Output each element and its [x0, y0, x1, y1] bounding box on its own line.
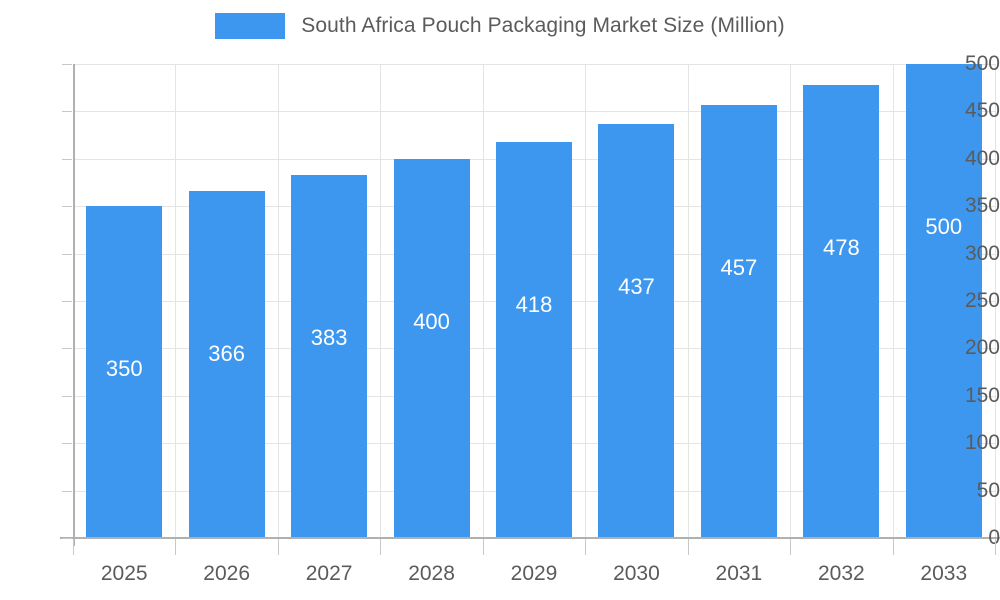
y-axis-tick-mark: [62, 348, 72, 350]
bar-value-label-2032: 478: [822, 234, 860, 260]
y-axis-tick-label: 400: [964, 146, 1000, 170]
gridline-vertical: [175, 64, 176, 538]
x-axis-tick-label-2028: 2028: [408, 562, 455, 585]
y-axis-line: [73, 64, 75, 546]
x-axis-tick-label-2031: 2031: [715, 562, 763, 585]
bar-value-label-2031: 457: [720, 254, 758, 280]
y-axis-tick-label: 250: [964, 289, 1000, 312]
y-axis-tick-label: 200: [964, 336, 1000, 360]
x-axis-tick-mark: [483, 539, 484, 555]
legend-swatch-series-1[interactable]: [215, 13, 286, 39]
bar-value-label-2025: 350: [105, 356, 143, 382]
y-axis-tick-mark: [62, 111, 72, 113]
bar-2033[interactable]: [905, 64, 982, 538]
chart-legend[interactable]: South Africa Pouch Packaging Market Size…: [0, 0, 1000, 52]
x-axis-tick-mark: [585, 539, 586, 555]
x-axis-tick-mark: [278, 539, 279, 555]
gridline-vertical: [380, 64, 381, 538]
y-axis-tick-label: 150: [964, 383, 1000, 407]
bar-2030[interactable]: [598, 123, 675, 538]
y-axis-tick-mark: [62, 538, 72, 539]
y-axis-tick-mark: [62, 253, 72, 255]
x-axis-tick-label-2027: 2027: [305, 562, 353, 585]
y-axis-tick-mark: [62, 443, 72, 445]
gridline-vertical: [893, 64, 894, 538]
y-axis-tick-mark: [62, 301, 72, 302]
y-axis-tick-label: 0: [988, 526, 1000, 549]
legend-label-series-1: South Africa Pouch Packaging Market Size…: [301, 14, 785, 37]
bar-2026[interactable]: [188, 191, 265, 538]
y-axis-tick-mark: [62, 64, 72, 65]
x-axis-tick-label-2032: 2032: [817, 562, 865, 585]
x-axis-tick-mark: [175, 539, 176, 555]
x-axis-tick-label-2030: 2030: [613, 562, 660, 585]
bar-value-label-2028: 400: [413, 308, 450, 334]
x-axis-tick-label-2033: 2033: [920, 562, 968, 585]
x-axis-tick-label-2025: 2025: [100, 562, 148, 585]
gridline-horizontal: [73, 111, 995, 113]
bar-2031[interactable]: [700, 104, 777, 538]
y-axis-tick-mark: [62, 490, 72, 492]
y-axis-tick-label: 50: [976, 478, 1000, 502]
y-axis-tick-mark: [62, 158, 72, 160]
bar-2027[interactable]: [291, 174, 368, 538]
bar-2028[interactable]: [393, 158, 470, 538]
y-axis-tick-mark: [62, 206, 72, 208]
x-axis-tick-mark: [73, 539, 74, 555]
gridline-vertical: [278, 64, 279, 538]
bar-value-label-2029: 418: [515, 291, 553, 317]
bar-value-label-2030: 437: [618, 273, 655, 299]
plot-area: 350 366 383 400 418 437 457 478 500: [73, 64, 996, 539]
y-axis-tick-label: 350: [964, 194, 1000, 218]
gridline-vertical: [790, 64, 791, 538]
bar-2029[interactable]: [496, 141, 572, 538]
y-axis-tick-label: 300: [964, 241, 1000, 265]
gridline-vertical: [688, 64, 689, 538]
x-axis-tick-mark: [380, 539, 381, 555]
bar-value-label-2033: 500: [925, 214, 963, 239]
y-axis-tick-label: 500: [964, 52, 1000, 75]
y-axis-tick-label: 450: [964, 99, 1000, 123]
gridline-vertical: [483, 64, 484, 538]
bar-2032[interactable]: [803, 84, 880, 538]
gridline-vertical: [995, 64, 996, 538]
y-axis-tick-mark: [62, 395, 72, 397]
x-axis-tick-mark: [790, 539, 791, 555]
x-axis-line: [60, 537, 1000, 539]
x-axis-tick-label-2026: 2026: [203, 562, 251, 585]
y-axis-tick-label: 100: [964, 431, 1000, 455]
x-axis-tick-mark: [688, 539, 689, 555]
bar-value-label-2027: 383: [310, 324, 348, 350]
gridline-vertical: [585, 64, 586, 538]
x-axis-tick-mark: [995, 539, 996, 555]
x-axis-tick-label-2029: 2029: [510, 562, 558, 585]
gridline-horizontal: [73, 64, 995, 65]
x-axis-tick-mark: [893, 539, 894, 555]
bar-2025[interactable]: [86, 206, 163, 538]
bar-value-label-2026: 366: [208, 341, 246, 367]
